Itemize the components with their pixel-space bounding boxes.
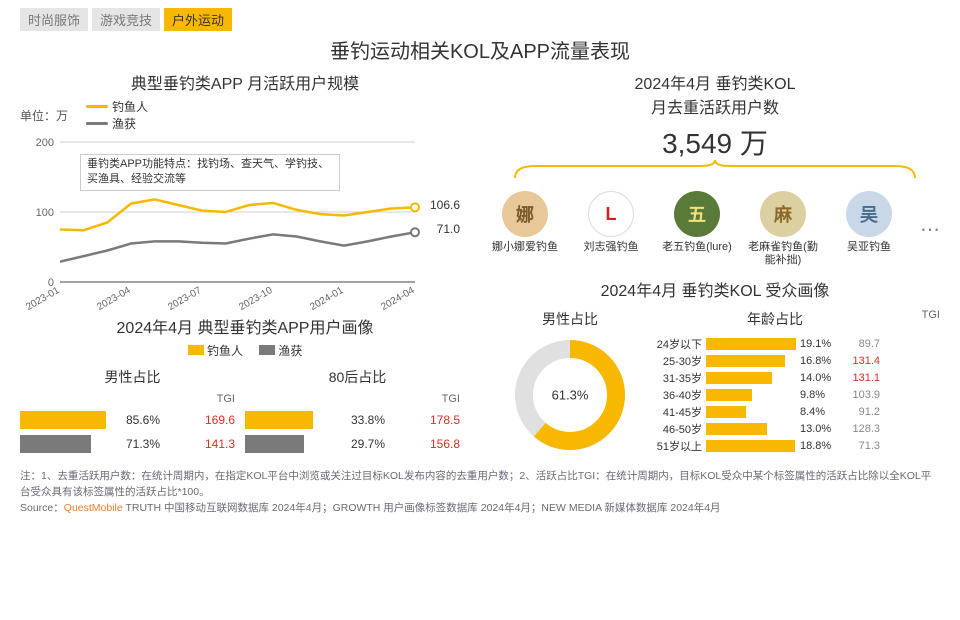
post80-block: 80后占比 TGI 33.8% 178.5 29.7% 156.8 [245, 367, 470, 459]
line-chart-legend: 单位：万 钓鱼人渔获 [20, 98, 470, 132]
more-icon[interactable]: ⋯ [920, 217, 940, 242]
kol-item[interactable]: 五 老五钓鱼(lure) [662, 191, 732, 254]
svg-text:100: 100 [36, 207, 54, 219]
tab-时尚服饰[interactable]: 时尚服饰 [20, 8, 88, 31]
kol-male-head: 男性占比 [490, 309, 650, 329]
footnote-1: 注：1、去重活跃用户数：在统计周期内，在指定KOL平台中浏览或关注过目标KOL发… [20, 469, 940, 501]
svg-text:200: 200 [36, 137, 54, 149]
tgi-head: TGI [20, 393, 245, 405]
svg-text:2024-04: 2024-04 [379, 285, 417, 312]
kol-profile-title: 2024年4月 垂钓类KOL 受众画像 [490, 277, 940, 301]
legend-item: 钓鱼人 [188, 342, 243, 359]
tabs: 时尚服饰游戏竞技户外运动 [20, 8, 940, 31]
age-row: 46-50岁 13.0% 128.3 [650, 421, 940, 437]
svg-text:2023-04: 2023-04 [95, 285, 133, 312]
footnote-2: Source：QuestMobile TRUTH 中国移动互联网数据库 2024… [20, 501, 940, 517]
svg-text:2023-01: 2023-01 [24, 285, 62, 312]
svg-text:2023-10: 2023-10 [237, 285, 275, 312]
line-chart: 01002002023-012023-042023-072023-102024-… [20, 132, 460, 312]
kol-list: 娜 娜小娜爱钓鱼 L 刘志强钓鱼 五 老五钓鱼(lure) 麻 老麻雀钓鱼(勤能… [490, 191, 940, 267]
post80-head: 80后占比 [245, 367, 470, 387]
legend-item: 钓鱼人 [86, 98, 148, 115]
kol-item[interactable]: 麻 老麻雀钓鱼(勤能补拙) [748, 191, 818, 267]
kol-title-2: 月去重活跃用户数 [490, 94, 940, 118]
chart-note: 垂钓类APP功能特点：找钓场、查天气、学钓技、买渔具、经验交流等 [80, 154, 340, 191]
hbar-row: 33.8% 178.5 [245, 411, 470, 429]
footnotes: 注：1、去重活跃用户数：在统计周期内，在指定KOL平台中浏览或关注过目标KOL发… [20, 469, 940, 516]
age-row: 41-45岁 8.4% 91.2 [650, 404, 940, 420]
tab-户外运动[interactable]: 户外运动 [164, 8, 232, 31]
male-head: 男性占比 [20, 367, 245, 387]
kol-item[interactable]: 娜 娜小娜爱钓鱼 [490, 191, 560, 254]
tgi-head-2: TGI [245, 393, 470, 405]
svg-text:2024-01: 2024-01 [308, 285, 346, 312]
hbar-row: 29.7% 156.8 [245, 435, 470, 453]
legend-item: 渔获 [86, 115, 148, 132]
age-row: 31-35岁 14.0% 131.1 [650, 370, 940, 386]
donut-chart: 61.3% [510, 335, 630, 455]
age-row: 36-40岁 9.8% 103.9 [650, 387, 940, 403]
kol-big-number: 3,549 万 [490, 122, 940, 162]
source-brand: QuestMobile [64, 502, 123, 514]
legend-item: 渔获 [259, 342, 302, 359]
age-head: 年龄占比 [650, 309, 900, 329]
series2-end-label: 71.0 [437, 222, 460, 236]
line-chart-title: 典型垂钓类APP 月活跃用户规模 [20, 70, 470, 94]
kol-item[interactable]: L 刘志强钓鱼 [576, 191, 646, 254]
hbar-row: 71.3% 141.3 [20, 435, 245, 453]
main-title: 垂钓运动相关KOL及APP流量表现 [20, 35, 940, 64]
series1-end-label: 106.6 [430, 198, 460, 212]
tab-游戏竞技[interactable]: 游戏竞技 [92, 8, 160, 31]
app-profile-legend: 钓鱼人 渔获 [20, 342, 470, 359]
kol-male-block: 男性占比 61.3% [490, 309, 650, 455]
age-row: 24岁以下 19.1% 89.7 [650, 336, 940, 352]
kol-title-1: 2024年4月 垂钓类KOL [490, 70, 940, 94]
kol-item[interactable]: 吴 吴亚钓鱼 [834, 191, 904, 254]
kol-age-block: 年龄占比 TGI 24岁以下 19.1% 89.7 25-30岁 16.8% 1… [650, 309, 940, 455]
hbar-row: 85.6% 169.6 [20, 411, 245, 429]
app-profile-title: 2024年4月 典型垂钓类APP用户画像 [20, 314, 470, 338]
unit-label: 单位：万 [20, 107, 68, 124]
age-row: 25-30岁 16.8% 131.4 [650, 353, 940, 369]
donut-value: 61.3% [552, 388, 589, 403]
age-row: 51岁以上 18.8% 71.3 [650, 438, 940, 454]
bracket [490, 160, 940, 185]
male-ratio-block: 男性占比 TGI 85.6% 169.6 71.3% 141.3 [20, 367, 245, 459]
age-tgi-head: TGI [900, 309, 940, 335]
svg-text:2023-07: 2023-07 [166, 285, 204, 312]
